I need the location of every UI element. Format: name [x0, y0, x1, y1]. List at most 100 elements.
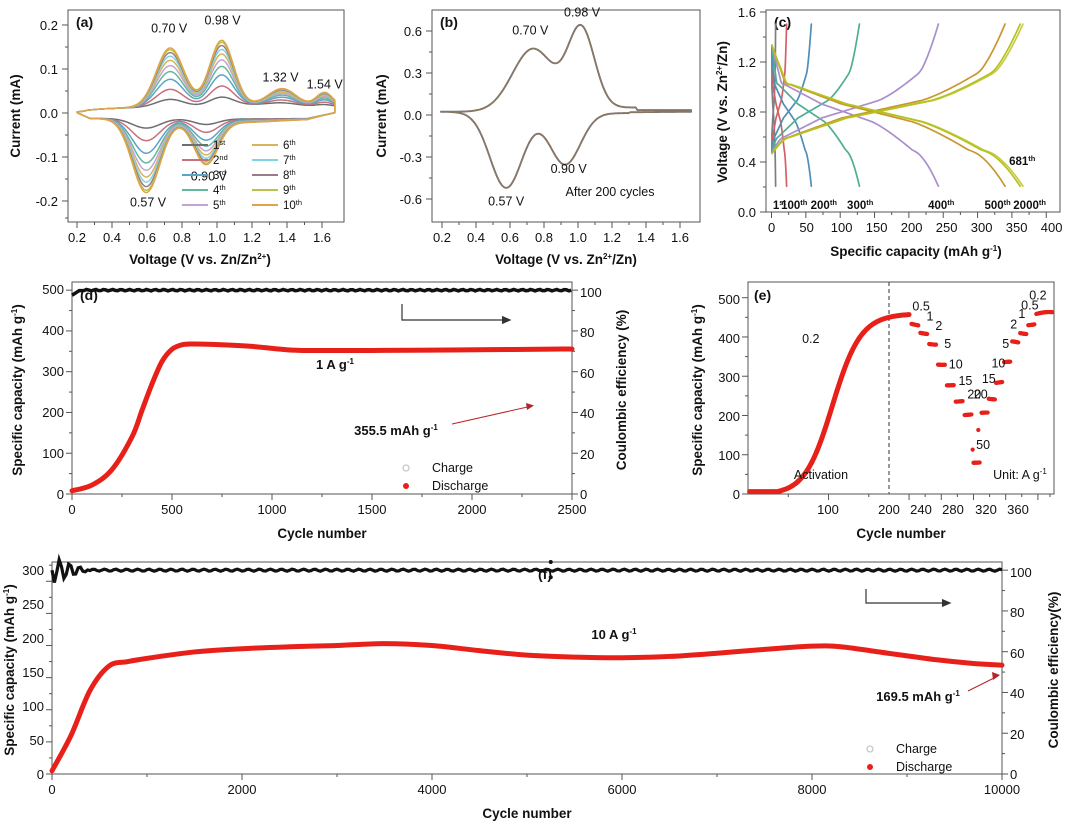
discharge-curve	[49, 641, 1005, 774]
panel-b-xaxis: 0.2 0.4 0.6 0.8 1.0 1.2 1.4 1.6 Voltage …	[433, 222, 689, 267]
rate-point	[992, 397, 998, 402]
panel-e-svg: (e) 0 100 200 300 400 500 Specific capac…	[690, 281, 1055, 541]
panel-b-annotation: 0.57 V	[488, 195, 525, 209]
panel-a-ytick-1: 0.1	[40, 62, 58, 77]
panel-f-xtick-2: 4000	[418, 782, 447, 797]
legend-label: 3rd	[213, 168, 226, 182]
panel-f-svg: (f) 0 50 100 150 200 250 300 Specific ca…	[2, 553, 1061, 821]
rate-step-label: 0.5	[912, 299, 929, 313]
panel-b-annotation: 0.90 V	[551, 162, 588, 176]
panel-c-svg: (c) 0.0 0.4 0.8 1.2 1.6 Voltage (V vs. Z…	[715, 5, 1062, 259]
panel-c-xtick-0: 0	[768, 220, 775, 235]
legend-label: 6th	[283, 138, 296, 152]
panel-a-svg: (a) 0.2 0.1 0.0 -0.1 -0.2 Current (mA)	[8, 9, 345, 267]
panel-a-xaxis: 0.2 0.4 0.6 0.8 1.0 1.2 1.4 1.6 Voltage …	[68, 222, 331, 267]
rate-point	[916, 323, 921, 328]
panel-e: (e) 0 100 200 300 400 500 Specific capac…	[690, 272, 1080, 550]
panel-c-xtick-5: 250	[936, 220, 958, 235]
panel-d-callout: 355.5 mAh g-1	[354, 403, 534, 438]
panel-f-y2tick-5: 100	[1010, 565, 1032, 580]
panel-d-y2tick-3: 60	[580, 366, 594, 381]
legend-label: 2nd	[213, 153, 228, 167]
ce-outlier-point	[548, 560, 553, 564]
panel-c-ytick-2: 0.8	[738, 105, 756, 120]
panel-a-ytick-0: 0.2	[40, 18, 58, 33]
panel-d-xtick-1: 500	[161, 502, 183, 517]
panel-b-ytick-3: -0.3	[400, 150, 422, 165]
ce-outlier-point	[548, 575, 553, 580]
panel-a-xlabel: Voltage (V vs. Zn/Zn2+)	[129, 252, 271, 267]
panel-c-ytick-1: 0.4	[738, 155, 756, 170]
panel-d-ytick-5: 500	[42, 282, 64, 297]
panel-b-xtick-0: 0.2	[433, 230, 451, 245]
legend-label: 7th	[283, 153, 296, 167]
panel-d-xtick-5: 2500	[558, 502, 587, 517]
activation-curve	[747, 312, 912, 495]
legend-discharge-marker	[403, 483, 409, 489]
panel-f-yaxis: 0 50 100 150 200 250 300 Specific capaci…	[2, 563, 52, 782]
panel-b-ytick-1: 0.3	[404, 66, 422, 81]
panel-f-y2tick-4: 80	[1010, 605, 1024, 620]
panel-f-ce-arrow	[865, 589, 952, 608]
panel-a-annotation: 0.90 V	[191, 169, 228, 183]
svg-text:169.5 mAh g-1: 169.5 mAh g-1	[876, 689, 960, 704]
panel-f-y2tick-3: 60	[1010, 646, 1024, 661]
rate-point	[1000, 379, 1005, 385]
panel-d-y2tick-2: 40	[580, 406, 594, 421]
panel-f-xtick-4: 8000	[798, 782, 827, 797]
rate-step-label: 50	[976, 438, 990, 452]
rate-step-label: 15	[982, 372, 996, 386]
panel-b-annotation: 0.98 V	[564, 5, 601, 19]
legend-discharge-label: Discharge	[432, 479, 488, 493]
panel-c-xtick-7: 350	[1006, 220, 1028, 235]
panel-f-y2label: Coulombic efficiency(%)	[1046, 592, 1061, 749]
panel-d-xtick-0: 0	[68, 502, 75, 517]
panel-f-xtick-5: 10000	[984, 782, 1020, 797]
panel-f: (f) 0 50 100 150 200 250 300 Specific ca…	[0, 550, 1080, 826]
coulombic-efficiency-curve	[71, 287, 572, 297]
rate-point	[970, 447, 975, 452]
panel-b-xlabel: Voltage (V vs. Zn2+/Zn)	[495, 252, 637, 267]
panel-b-ylabel: Current (mA)	[374, 74, 389, 157]
panel-b-xtick-3: 0.8	[535, 230, 553, 245]
panel-e-ytick-2: 200	[718, 409, 740, 424]
panel-e-id: (e)	[754, 287, 771, 303]
panel-b-svg: (b) 0.6 0.3 0.0 -0.3 -0.6 Current (mA)	[374, 5, 701, 267]
panel-f-ytick-1: 50	[30, 733, 44, 748]
rate-step-label: 5	[1002, 337, 1009, 351]
rate-step-label: 0.2	[802, 332, 819, 346]
panel-f-rate-label: 10 A g-1	[591, 627, 637, 642]
panel-c-ytick-4: 1.6	[738, 5, 756, 20]
panel-f-ytick-6: 300	[22, 563, 44, 578]
panel-c-curve-label: 300th	[847, 198, 874, 212]
panel-b-xtick-1: 0.4	[467, 230, 485, 245]
rate-step-label: 10	[991, 357, 1005, 371]
rate-step-label: 0.5	[1021, 298, 1038, 312]
panel-b-ytick-2: 0.0	[404, 108, 422, 123]
rate-point	[1049, 310, 1055, 315]
panel-d-y2tick-1: 20	[580, 447, 594, 462]
panel-d-y2label: Coulombic efficiency (%)	[614, 310, 629, 471]
panel-c-curve-label: 100th	[781, 198, 808, 212]
legend-charge-label: Charge	[896, 742, 937, 756]
panel-d-xtick-4: 2000	[458, 502, 487, 517]
panel-b-yaxis: 0.6 0.3 0.0 -0.3 -0.6 Current (mA)	[374, 24, 432, 207]
legend-discharge-label: Discharge	[896, 760, 952, 774]
panel-e-xtick-0: 100	[817, 502, 839, 517]
panel-c-curve-label: 1st	[773, 198, 787, 212]
rate-step-label: 10	[949, 357, 963, 371]
panel-b-xtick-5: 1.2	[603, 230, 621, 245]
rate-step-label: 2	[1010, 317, 1017, 331]
rate-step-label: 15	[958, 374, 972, 388]
panel-a: (a) 0.2 0.1 0.0 -0.1 -0.2 Current (mA)	[0, 0, 370, 272]
panel-b-note: After 200 cycles	[566, 185, 655, 199]
panel-b-xtick-4: 1.0	[569, 230, 587, 245]
rate-point	[976, 427, 981, 433]
panel-b-xtick-2: 0.6	[501, 230, 519, 245]
panel-a-annotation: 1.32 V	[262, 70, 299, 84]
panel-e-ylabel: Specific capacity (mAh g-1)	[690, 304, 705, 475]
panel-b-frame	[431, 9, 701, 223]
